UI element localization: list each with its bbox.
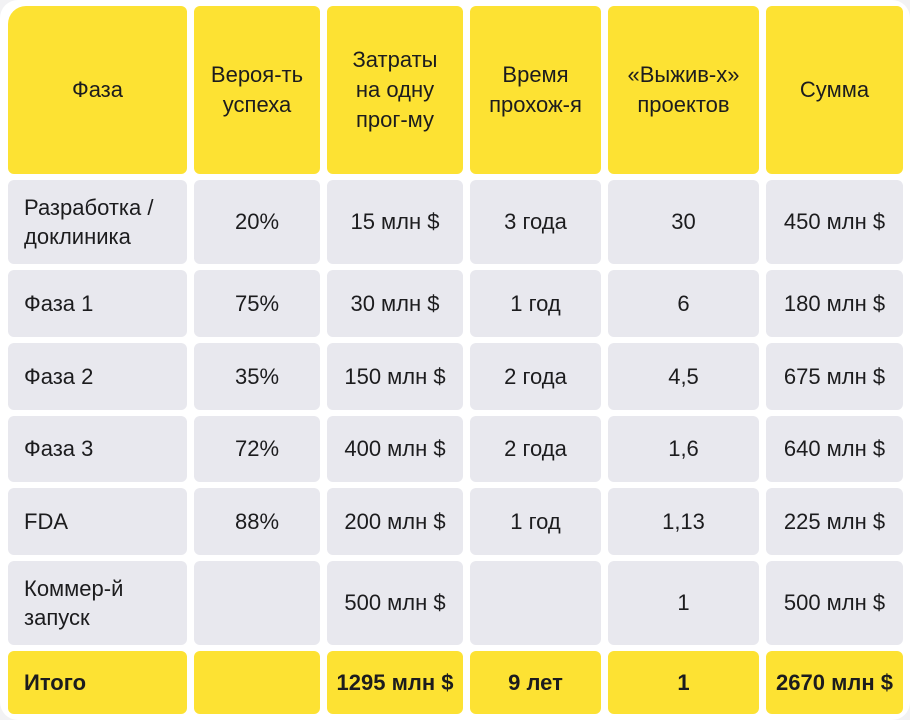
total-label: Итого [8,651,187,714]
header-sum: Сумма [766,6,903,174]
row-duration: 2 года [470,416,601,482]
row-phase: Фаза 3 [8,416,187,482]
row-probability: 35% [194,343,320,410]
row-phase: FDA [8,488,187,555]
row-sum: 450 млн $ [766,180,903,264]
row-cost: 150 млн $ [327,343,463,410]
row-cost: 15 млн $ [327,180,463,264]
total-surviving: 1 [608,651,759,714]
row-surviving: 1 [608,561,759,645]
header-success-probability: Вероя-ть успеха [194,6,320,174]
row-duration: 3 года [470,180,601,264]
row-sum: 640 млн $ [766,416,903,482]
row-cost: 400 млн $ [327,416,463,482]
row-probability: 20% [194,180,320,264]
header-phase: Фаза [8,6,187,174]
row-sum: 180 млн $ [766,270,903,337]
row-phase: Фаза 1 [8,270,187,337]
total-duration: 9 лет [470,651,601,714]
row-sum: 675 млн $ [766,343,903,410]
row-phase: Фаза 2 [8,343,187,410]
row-cost: 30 млн $ [327,270,463,337]
row-surviving: 1,6 [608,416,759,482]
row-duration: 1 год [470,270,601,337]
header-cost-per-program: Затраты на одну прог-му [327,6,463,174]
row-phase: Коммер-й запуск [8,561,187,645]
row-duration [470,561,601,645]
row-duration: 1 год [470,488,601,555]
row-surviving: 6 [608,270,759,337]
row-surviving: 4,5 [608,343,759,410]
row-probability: 75% [194,270,320,337]
row-probability: 88% [194,488,320,555]
cost-table: Фаза Вероя-ть успеха Затраты на одну про… [8,6,903,714]
row-cost: 200 млн $ [327,488,463,555]
total-cost: 1295 млн $ [327,651,463,714]
row-sum: 500 млн $ [766,561,903,645]
row-sum: 225 млн $ [766,488,903,555]
row-surviving: 30 [608,180,759,264]
row-duration: 2 года [470,343,601,410]
row-cost: 500 млн $ [327,561,463,645]
header-surviving-projects: «Выжив-х» проектов [608,6,759,174]
total-probability [194,651,320,714]
total-sum: 2670 млн $ [766,651,903,714]
header-duration: Время прохож-я [470,6,601,174]
row-surviving: 1,13 [608,488,759,555]
row-probability: 72% [194,416,320,482]
row-phase: Разработка / доклиника [8,180,187,264]
row-probability [194,561,320,645]
